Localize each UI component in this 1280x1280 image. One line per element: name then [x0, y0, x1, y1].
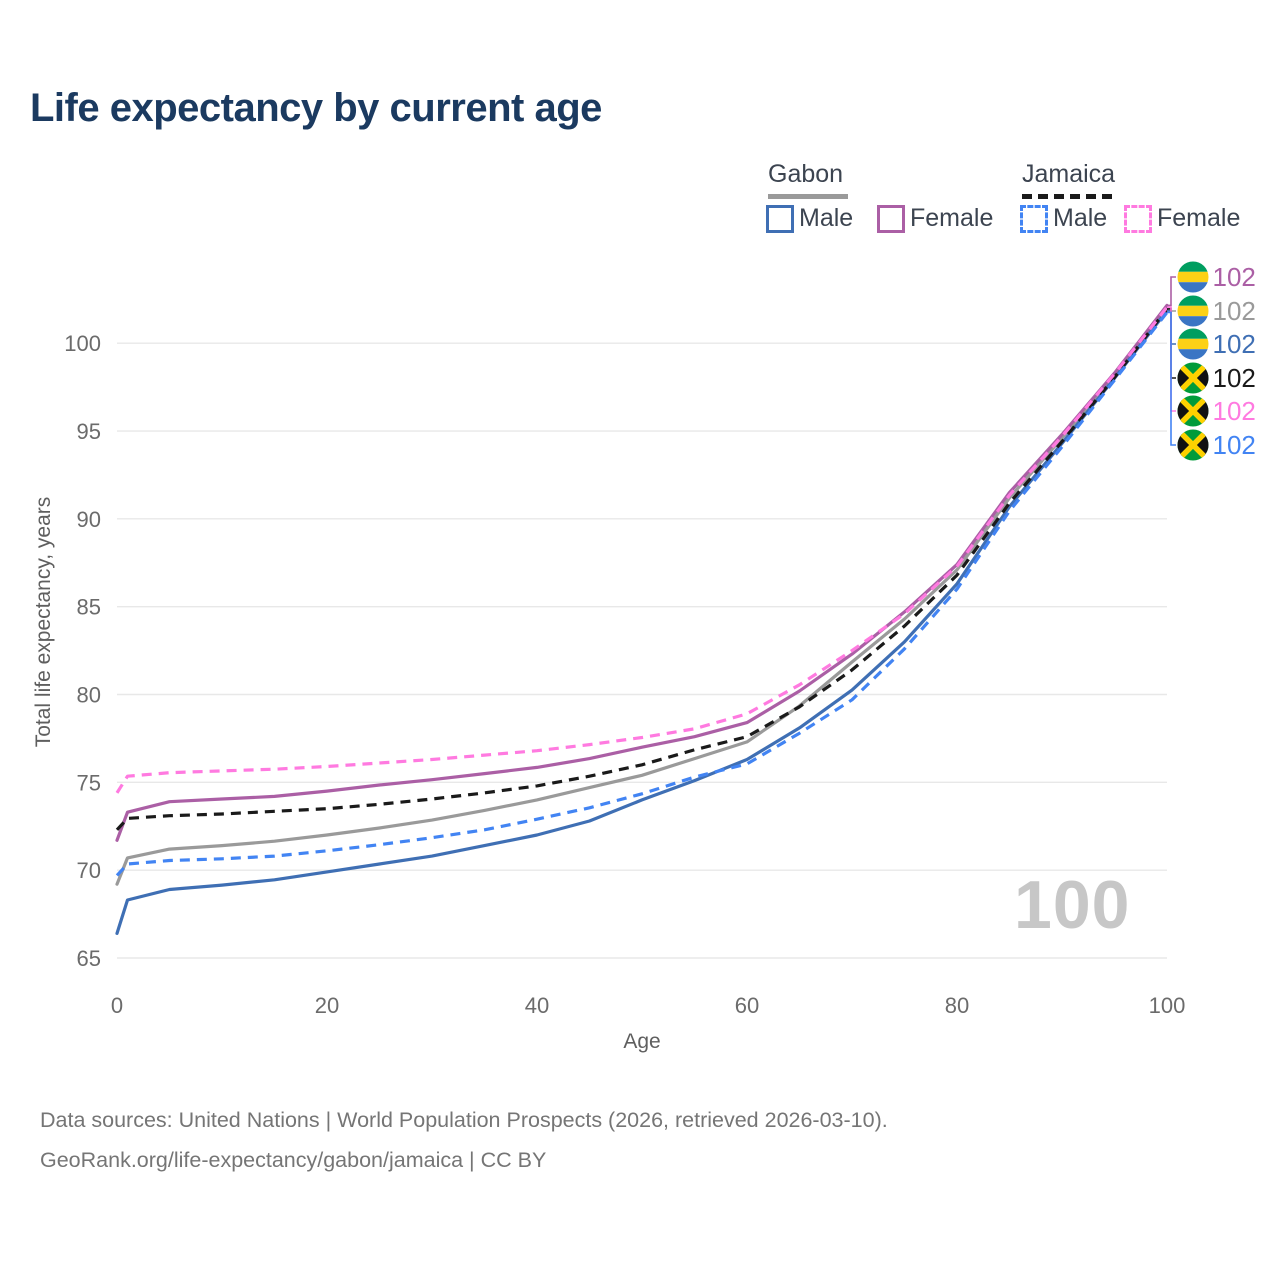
series-line-gabon-female — [115, 303, 1169, 842]
y-tick-label-65: 65 — [77, 946, 101, 971]
end-label-jamaica-total[interactable]: 102 — [1177, 362, 1256, 394]
x-axis-title: Age — [623, 1030, 660, 1053]
legend-group-gabon: Gabon — [768, 160, 844, 188]
flag-gabon-icon — [1177, 295, 1209, 327]
y-tick-label-100: 100 — [64, 331, 101, 356]
y-axis-title: Total life expectancy, years — [32, 497, 55, 748]
series-line-gabon-total — [115, 306, 1169, 886]
end-value-label: 102 — [1213, 396, 1256, 426]
x-tick-label-20: 20 — [315, 993, 339, 1018]
legend-item-label: Male — [1053, 204, 1108, 232]
flag-jamaica-icon — [1177, 395, 1209, 427]
x-tick-label-100: 100 — [1149, 993, 1186, 1018]
end-label-gabon-male[interactable]: 102 — [1177, 328, 1256, 360]
end-value-label: 102 — [1213, 262, 1256, 292]
leader-line-jamaica-male — [1167, 311, 1176, 446]
gabon-female-swatch-icon[interactable] — [877, 204, 905, 233]
y-tick-label-85: 85 — [77, 595, 101, 620]
y-tick-label-80: 80 — [77, 683, 101, 708]
leader-line-gabon-female — [1167, 276, 1176, 307]
end-value-label: 102 — [1213, 430, 1256, 460]
current-age-indicator: 100 — [1014, 867, 1131, 943]
legend-gabon-line-swatch — [768, 194, 848, 199]
x-tick-label-0: 0 — [111, 993, 123, 1018]
gabon-male-swatch-icon[interactable] — [766, 204, 794, 233]
series-line-jamaica-total — [115, 307, 1169, 831]
series-line-gabon-male — [115, 309, 1169, 936]
x-tick-label-60: 60 — [735, 993, 759, 1018]
x-tick-label-80: 80 — [945, 993, 969, 1018]
end-label-jamaica-female[interactable]: 102 — [1177, 395, 1256, 427]
end-label-gabon-total[interactable]: 102 — [1177, 295, 1256, 327]
legend-item-label: Female — [1157, 204, 1241, 232]
legend-item-gabon-female[interactable]: Female — [877, 204, 993, 233]
legend-item-jamaica-male[interactable]: Male — [1020, 204, 1107, 233]
y-tick-label-95: 95 — [77, 419, 101, 444]
end-value-label: 102 — [1213, 363, 1256, 393]
legend-jamaica-line-swatch — [1022, 194, 1112, 199]
legend-item-gabon-male[interactable]: Male — [766, 204, 853, 233]
legend-group-jamaica: Jamaica — [1022, 160, 1116, 188]
flag-gabon-icon — [1177, 261, 1209, 293]
flag-jamaica-icon — [1177, 362, 1209, 394]
series-line-jamaica-female — [115, 306, 1169, 794]
y-tick-label-90: 90 — [77, 507, 101, 532]
flag-jamaica-icon — [1177, 429, 1209, 461]
series-line-jamaica-male — [115, 311, 1169, 877]
attribution-link-text[interactable]: GeoRank.org/life-expectancy/gabon/jamaic… — [40, 1148, 547, 1172]
end-value-label: 102 — [1213, 329, 1256, 359]
y-tick-label-75: 75 — [77, 770, 101, 795]
legend-item-label: Male — [799, 204, 854, 232]
end-label-gabon-female[interactable]: 102 — [1177, 261, 1256, 293]
legend-item-label: Female — [910, 204, 994, 232]
flag-gabon-icon — [1177, 328, 1209, 360]
legend-item-jamaica-female[interactable]: Female — [1124, 204, 1240, 233]
jamaica-female-swatch-icon[interactable] — [1124, 204, 1152, 233]
x-tick-label-40: 40 — [525, 993, 549, 1018]
end-value-label: 102 — [1213, 296, 1256, 326]
end-label-jamaica-male[interactable]: 102 — [1177, 429, 1256, 461]
jamaica-male-swatch-icon[interactable] — [1020, 204, 1048, 233]
y-tick-label-70: 70 — [77, 858, 101, 883]
data-sources-text: Data sources: United Nations | World Pop… — [40, 1108, 888, 1132]
chart-title: Life expectancy by current age — [30, 86, 602, 130]
